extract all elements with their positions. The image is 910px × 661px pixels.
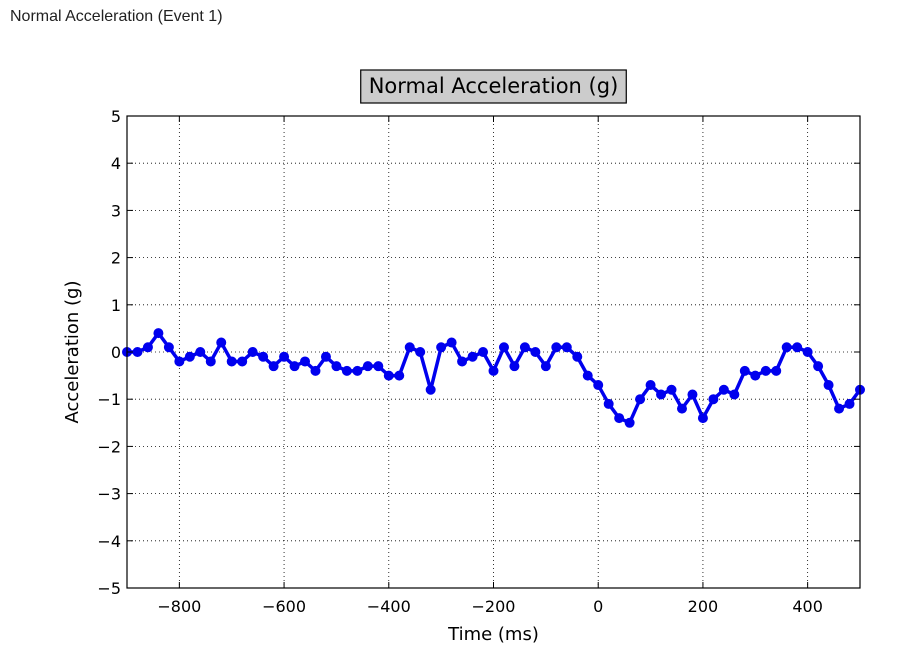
series-layer	[122, 328, 865, 428]
x-tick-label: 400	[792, 597, 823, 616]
data-point	[551, 342, 562, 353]
x-tick-label: 0	[593, 597, 603, 616]
x-axis-label: Time (ms)	[447, 624, 539, 645]
data-point	[310, 365, 321, 376]
data-point	[802, 347, 813, 357]
series-line	[127, 331, 862, 425]
data-point	[656, 389, 667, 400]
data-point	[373, 361, 384, 372]
y-tick-label: 4	[111, 154, 121, 173]
data-point	[289, 361, 300, 372]
chart-title-box: Normal Acceleration (g)	[360, 69, 627, 104]
data-point	[415, 347, 426, 357]
data-point	[268, 361, 279, 372]
data-point	[404, 342, 415, 353]
data-point	[300, 356, 311, 367]
data-point	[498, 342, 509, 353]
data-point	[184, 351, 195, 362]
data-point	[457, 356, 468, 367]
data-point	[593, 380, 604, 391]
data-point	[635, 394, 646, 405]
chart-title-background	[360, 69, 627, 104]
data-point	[645, 380, 656, 391]
data-point	[666, 384, 677, 395]
data-point	[708, 394, 719, 405]
data-point	[132, 347, 143, 357]
data-point	[540, 361, 551, 372]
data-point	[174, 356, 185, 367]
data-point	[813, 361, 824, 372]
data-point	[478, 347, 489, 357]
data-point	[729, 389, 740, 400]
axis-ticks: −800 −600 −400 −200 0 200 400 5 4 3 2 1 0 −1 −2 −3 −4 −5	[97, 107, 860, 616]
x-tick-label: −400	[367, 597, 411, 616]
y-tick-label: 3	[111, 201, 121, 220]
y-tick-label: 2	[111, 249, 121, 268]
data-point	[341, 365, 352, 376]
data-point	[205, 356, 216, 367]
data-point	[216, 337, 227, 348]
data-point	[436, 342, 447, 353]
chart-title: Normal Acceleration (g)	[369, 74, 619, 98]
data-point	[687, 389, 698, 400]
data-point	[624, 417, 635, 428]
data-point	[226, 356, 237, 367]
data-point	[279, 351, 290, 362]
data-point	[258, 351, 269, 362]
data-point	[603, 398, 614, 409]
y-axis-label: Acceleration (g)	[62, 280, 83, 423]
data-point	[614, 413, 625, 424]
data-point	[792, 342, 803, 353]
x-tick-label: −200	[472, 597, 516, 616]
data-point	[446, 337, 457, 348]
data-point	[488, 365, 499, 376]
data-point	[467, 351, 478, 362]
data-point	[352, 365, 363, 376]
data-point	[153, 328, 164, 339]
y-tick-label: −3	[97, 485, 121, 504]
data-point	[572, 351, 583, 362]
data-point	[394, 370, 405, 381]
y-tick-label: 0	[111, 343, 121, 362]
data-point	[331, 361, 342, 372]
data-point	[771, 365, 782, 376]
data-point	[760, 365, 771, 376]
page-header: Normal Acceleration (Event 1)	[10, 8, 223, 25]
data-point	[582, 370, 593, 381]
y-tick-label: −1	[97, 390, 121, 409]
data-point	[195, 347, 206, 357]
data-point	[739, 365, 750, 376]
data-point	[718, 384, 729, 395]
data-point	[823, 380, 834, 391]
data-point	[237, 356, 248, 367]
data-point	[530, 347, 541, 357]
data-point	[142, 342, 153, 353]
data-point	[163, 342, 174, 353]
data-point	[362, 361, 373, 372]
x-tick-label: 200	[688, 597, 719, 616]
data-point	[247, 347, 258, 357]
data-point	[509, 361, 520, 372]
x-tick-label: −800	[157, 597, 201, 616]
data-point	[320, 351, 331, 362]
data-point	[676, 403, 687, 414]
data-point	[781, 342, 792, 353]
data-point	[425, 384, 436, 395]
data-point	[834, 403, 845, 414]
y-tick-label: 1	[111, 296, 121, 315]
data-point	[844, 398, 855, 409]
data-point	[519, 342, 530, 353]
grid	[127, 115, 860, 589]
y-tick-label: 5	[111, 107, 121, 126]
data-point	[750, 370, 761, 381]
data-point	[697, 413, 708, 424]
y-tick-label: −2	[97, 437, 121, 456]
x-tick-label: −600	[262, 597, 306, 616]
data-point	[561, 342, 572, 353]
y-tick-label: −5	[97, 579, 121, 598]
y-tick-label: −4	[97, 532, 121, 551]
data-point	[383, 370, 394, 381]
